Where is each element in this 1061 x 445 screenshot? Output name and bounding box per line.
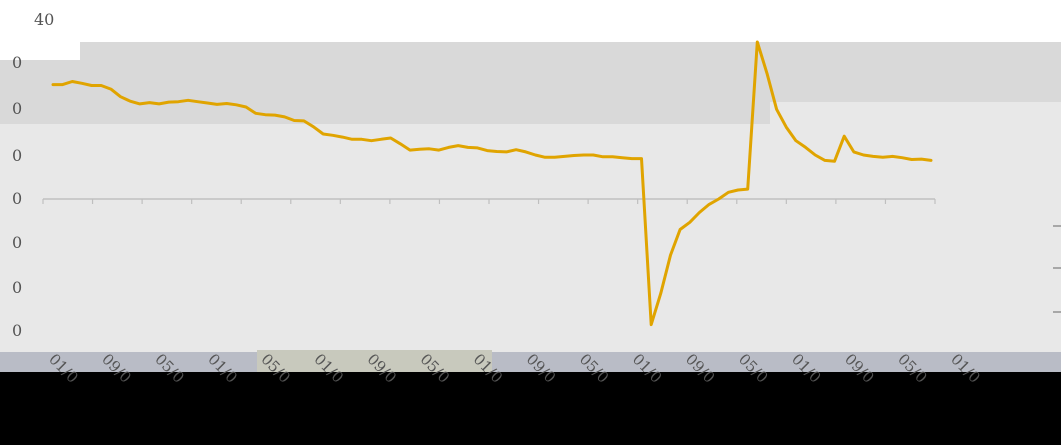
x-tick-label: 05/0	[894, 350, 931, 387]
x-tick-label: 05/0	[151, 350, 188, 387]
y-tick-label: 0	[12, 99, 22, 118]
series-line	[51, 40, 933, 327]
y-tick-label: 0	[12, 146, 22, 165]
x-tick-label: 09/0	[841, 350, 878, 387]
plot-band-upper-right	[770, 42, 1061, 102]
x-tick-label: 09/0	[98, 350, 135, 387]
x-label-band-artifact	[257, 350, 492, 372]
x-tick-label: 09/0	[682, 350, 719, 387]
plot-band-upper-left	[0, 42, 770, 124]
x-tick-label: 05/0	[576, 350, 613, 387]
x-tick-label: 01/0	[629, 350, 666, 387]
x-tick-label: 01/0	[788, 350, 825, 387]
top-axis-label: 40	[34, 10, 55, 29]
y-tick-label: 0	[12, 189, 22, 208]
y-tick-label: 0	[12, 278, 22, 297]
plot-corner-artifact	[0, 42, 80, 60]
y-tick-label: 0	[12, 53, 22, 72]
x-tick-label: 01/0	[947, 350, 984, 387]
x-tick-label: 01/0	[45, 350, 82, 387]
bottom-artifact-block	[0, 372, 1061, 445]
x-tick-label: 01/0	[204, 350, 241, 387]
y-tick-label: 0	[12, 233, 22, 252]
y-tick-label: 0	[12, 321, 22, 340]
x-tick-label: 09/0	[523, 350, 560, 387]
x-tick-label: 05/0	[735, 350, 772, 387]
